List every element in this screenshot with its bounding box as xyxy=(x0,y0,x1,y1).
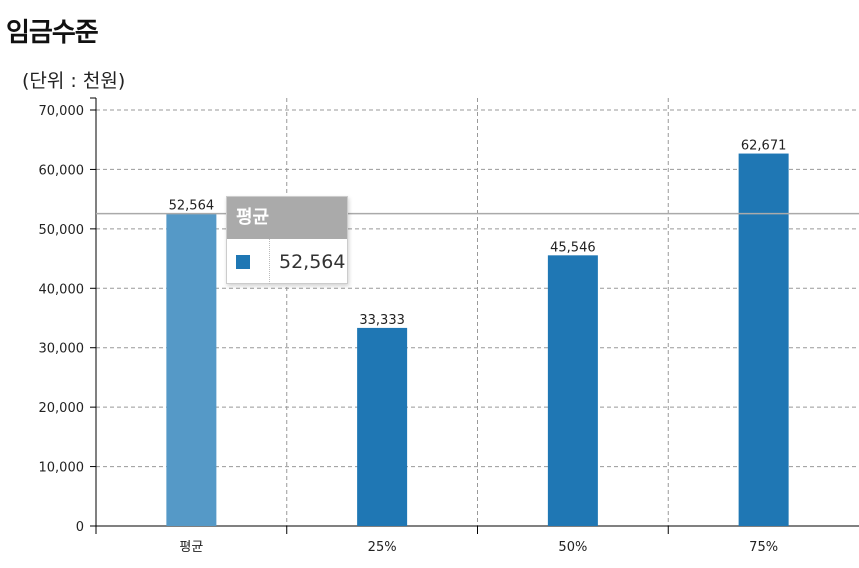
x-tick-label: 25% xyxy=(368,540,397,555)
y-tick-label: 70,000 xyxy=(39,104,85,119)
bar-0 xyxy=(166,213,217,526)
x-tick-label: 75% xyxy=(749,540,778,555)
bar-3 xyxy=(738,153,789,526)
x-tick-label: 평균 xyxy=(179,540,203,555)
unit-label: (단위 : 천원) xyxy=(22,70,126,92)
data-label: 33,333 xyxy=(359,313,405,328)
tooltip-row: 52,564 xyxy=(227,239,347,284)
chart-tooltip: 평균 52,564 xyxy=(226,196,348,284)
bar-2 xyxy=(547,255,598,526)
tooltip-swatch xyxy=(236,255,250,269)
x-tick-label: 50% xyxy=(558,540,587,555)
y-tick-label: 50,000 xyxy=(39,223,85,238)
page-title: 임금수준 xyxy=(6,18,99,48)
data-label: 52,564 xyxy=(169,199,215,214)
y-tick-label: 30,000 xyxy=(39,342,85,357)
bar-1 xyxy=(357,327,408,526)
tooltip-divider xyxy=(269,239,270,284)
y-tick-label: 10,000 xyxy=(39,461,85,476)
data-label: 45,546 xyxy=(550,240,596,255)
data-label: 62,671 xyxy=(741,139,787,154)
y-tick-label: 40,000 xyxy=(39,282,85,297)
y-tick-label: 60,000 xyxy=(39,163,85,178)
tooltip-title: 평균 xyxy=(227,197,347,239)
y-tick-label: 0 xyxy=(76,520,84,535)
y-tick-label: 20,000 xyxy=(39,401,85,416)
tooltip-value: 52,564 xyxy=(279,251,346,273)
